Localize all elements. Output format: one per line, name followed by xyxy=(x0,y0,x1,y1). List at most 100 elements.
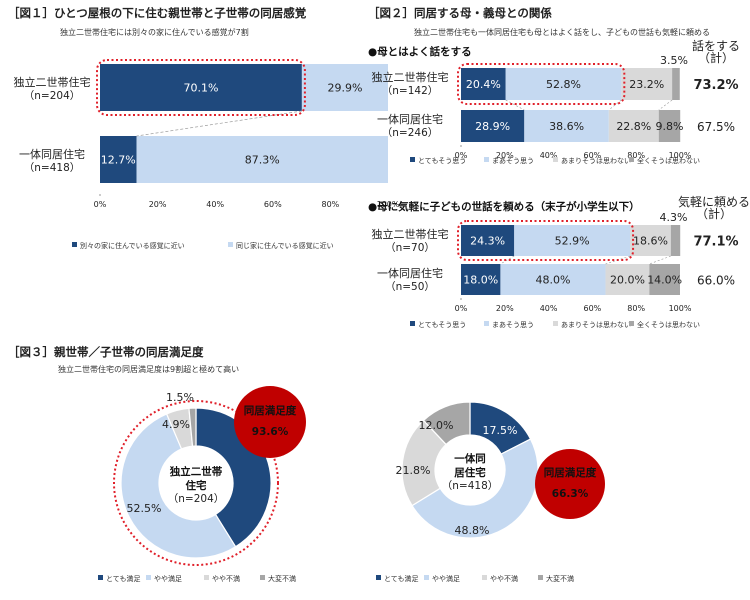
fig1-title: ［図１］ひとつ屋根の下に住む親世帯と子世帯の同居感覚 xyxy=(8,6,307,20)
fig1-legend-item-label: 同じ家に住んでいる感覚に近い xyxy=(236,241,334,250)
fig2-bar-segment xyxy=(461,110,525,142)
fig2-data-label: 52.8% xyxy=(546,78,581,91)
fig3-slice-label: 21.8% xyxy=(396,464,431,477)
fig1-bar-segment xyxy=(100,64,302,111)
fig2-total-header-sub: （計） xyxy=(696,206,732,221)
fig2-tick-label: 20% xyxy=(496,151,514,160)
fig2-data-label: 24.3% xyxy=(470,235,505,248)
fig2-data-label: 9.8% xyxy=(656,120,684,133)
fig2-highlight-outline xyxy=(457,220,635,261)
fig2-bar-segment xyxy=(608,110,659,142)
fig2-bar-segment xyxy=(524,110,609,142)
fig1-tick-label: 40% xyxy=(206,200,224,209)
fig1-tick-label: 60% xyxy=(264,200,282,209)
fig1-data-label: 29.9% xyxy=(327,82,362,95)
fig3-legend-item-label: 大変不満 xyxy=(546,574,574,583)
fig1-category-label: 独立二世帯住宅 xyxy=(14,75,91,89)
fig2-legend-item-swatch xyxy=(553,157,558,162)
fig3-legend-item-label: やや満足 xyxy=(154,575,182,583)
fig3-center-label-line2: 居住宅 xyxy=(454,466,486,479)
fig2-panel-heading: ●母とはよく話をする xyxy=(368,45,472,58)
fig1-category-n-label: （n=418） xyxy=(24,162,81,174)
fig2-connector-line xyxy=(608,99,622,111)
fig3-pie-slice xyxy=(422,401,471,446)
fig2-bar-segment xyxy=(630,225,671,256)
fig2-total-value: 73.2% xyxy=(693,78,738,93)
fig3-legend-item-label: とても満足 xyxy=(106,575,140,583)
fig2-legend-item-label: 全くそうは思わない xyxy=(637,156,700,165)
fig3-legend-item-swatch xyxy=(260,575,265,580)
fig1-tick-label: 20% xyxy=(149,200,167,209)
fig1-category-label: 一体同居住宅 xyxy=(19,147,85,161)
fig2-connector-line xyxy=(658,99,673,111)
fig1-highlight-outline xyxy=(96,59,306,116)
fig3-center-label-line2: 住宅 xyxy=(186,479,207,492)
fig2-category-n-label: （n=50） xyxy=(385,281,435,293)
fig2-tick-label: 40% xyxy=(540,151,558,160)
fig2-legend-item-label: まあそう思う xyxy=(492,157,534,165)
fig3-satisfaction-badge xyxy=(234,386,306,458)
fig3-slice-label: 4.9% xyxy=(162,418,190,431)
fig3-badge-value: 66.3% xyxy=(552,488,589,500)
fig2-legend-item-label: とてもそう思う xyxy=(418,157,466,165)
fig3-center-n-label: （n=418） xyxy=(442,480,499,492)
fig3-slice-label: 1.5% xyxy=(166,391,194,404)
fig2-total-value: 67.5% xyxy=(697,120,735,134)
fig2-total-header: 話をする xyxy=(692,38,740,53)
fig2-legend-item-label: あまりそうは思わない xyxy=(561,321,631,329)
fig2-bar-segment xyxy=(621,68,673,100)
fig2-bar-segment xyxy=(670,225,681,256)
fig3-badge-title: 同居満足度 xyxy=(544,466,597,479)
fig2-tick-label: 60% xyxy=(584,151,602,160)
fig2-tick-label: 100% xyxy=(669,151,692,160)
fig3-slice-label: 52.5% xyxy=(127,502,162,515)
fig3-legend-item-swatch xyxy=(204,575,209,580)
fig3-legend-item-label: やや不満 xyxy=(490,575,518,583)
fig3-pie-slice xyxy=(120,413,237,559)
fig2-total-header-sub: （計） xyxy=(698,50,734,65)
fig3-legend-item-label: やや不満 xyxy=(212,575,240,583)
fig2-bar-segment xyxy=(500,264,606,295)
fig3-title: ［図３］親世帯／子世帯の同居満足度 xyxy=(8,345,204,359)
fig1-data-label: 12.7% xyxy=(101,154,136,167)
fig3-center-label: 独立二世帯 xyxy=(169,465,223,478)
fig3-center-label: 一体同 xyxy=(454,452,486,465)
fig2-tick-label: 40% xyxy=(540,304,558,313)
fig1-legend-item-swatch xyxy=(228,242,233,247)
fig3-legend-item-swatch xyxy=(98,575,103,580)
fig2-tick-label: 100% xyxy=(669,304,692,313)
fig2-data-label: 18.0% xyxy=(463,274,498,287)
fig2-panel-heading: ●母に気軽に子どもの世話を頼める（末子が小学生以下） xyxy=(368,200,640,213)
fig1-bar-segment xyxy=(301,64,388,111)
fig3-legend-item-label: とても満足 xyxy=(384,575,418,583)
fig2-legend-item-label: 全くそうは思わない xyxy=(637,320,700,329)
fig1-data-label: 87.3% xyxy=(245,154,280,167)
fig1-tick-label: 80% xyxy=(322,200,340,209)
fig2-tick-label: 60% xyxy=(584,304,602,313)
fig3-legend-item-swatch xyxy=(482,575,487,580)
fig2-data-label: 14.0% xyxy=(647,274,682,287)
fig2-title: ［図２］同居する母・義母との関係 xyxy=(368,6,552,20)
fig2-legend-item-swatch xyxy=(410,321,415,326)
fig2-bar-segment xyxy=(649,264,680,295)
fig2-tick-label: 20% xyxy=(496,304,514,313)
fig1-tick-label: 0% xyxy=(94,200,107,209)
fig3-slice-label: 17.5% xyxy=(483,424,518,437)
fig2-data-label: 18.6% xyxy=(633,235,668,248)
fig1-data-label: 70.1% xyxy=(183,82,218,95)
fig2-connector-line xyxy=(649,255,671,265)
fig1-bar-segment xyxy=(136,136,388,183)
fig2-category-label: 独立二世帯住宅 xyxy=(372,227,449,241)
fig3-badge-value: 93.6% xyxy=(252,426,289,438)
fig2-bar-segment xyxy=(461,68,506,100)
fig2-legend-item-swatch xyxy=(410,157,415,162)
fig2-legend-item-swatch xyxy=(484,157,489,162)
fig2-legend-item-label: あまりそうは思わない xyxy=(561,157,631,165)
fig2-bar-segment xyxy=(605,264,650,295)
fig2-bar-segment xyxy=(505,68,622,100)
fig3-legend-item-swatch xyxy=(146,575,151,580)
fig3-slice-label: 12.0% xyxy=(419,419,454,432)
fig2-subtitle: 独立二世帯住宅も一体同居住宅も母とはよく話をし、子どもの世話も気軽に頼める xyxy=(414,27,710,37)
fig2-data-label: 22.8% xyxy=(616,120,651,133)
